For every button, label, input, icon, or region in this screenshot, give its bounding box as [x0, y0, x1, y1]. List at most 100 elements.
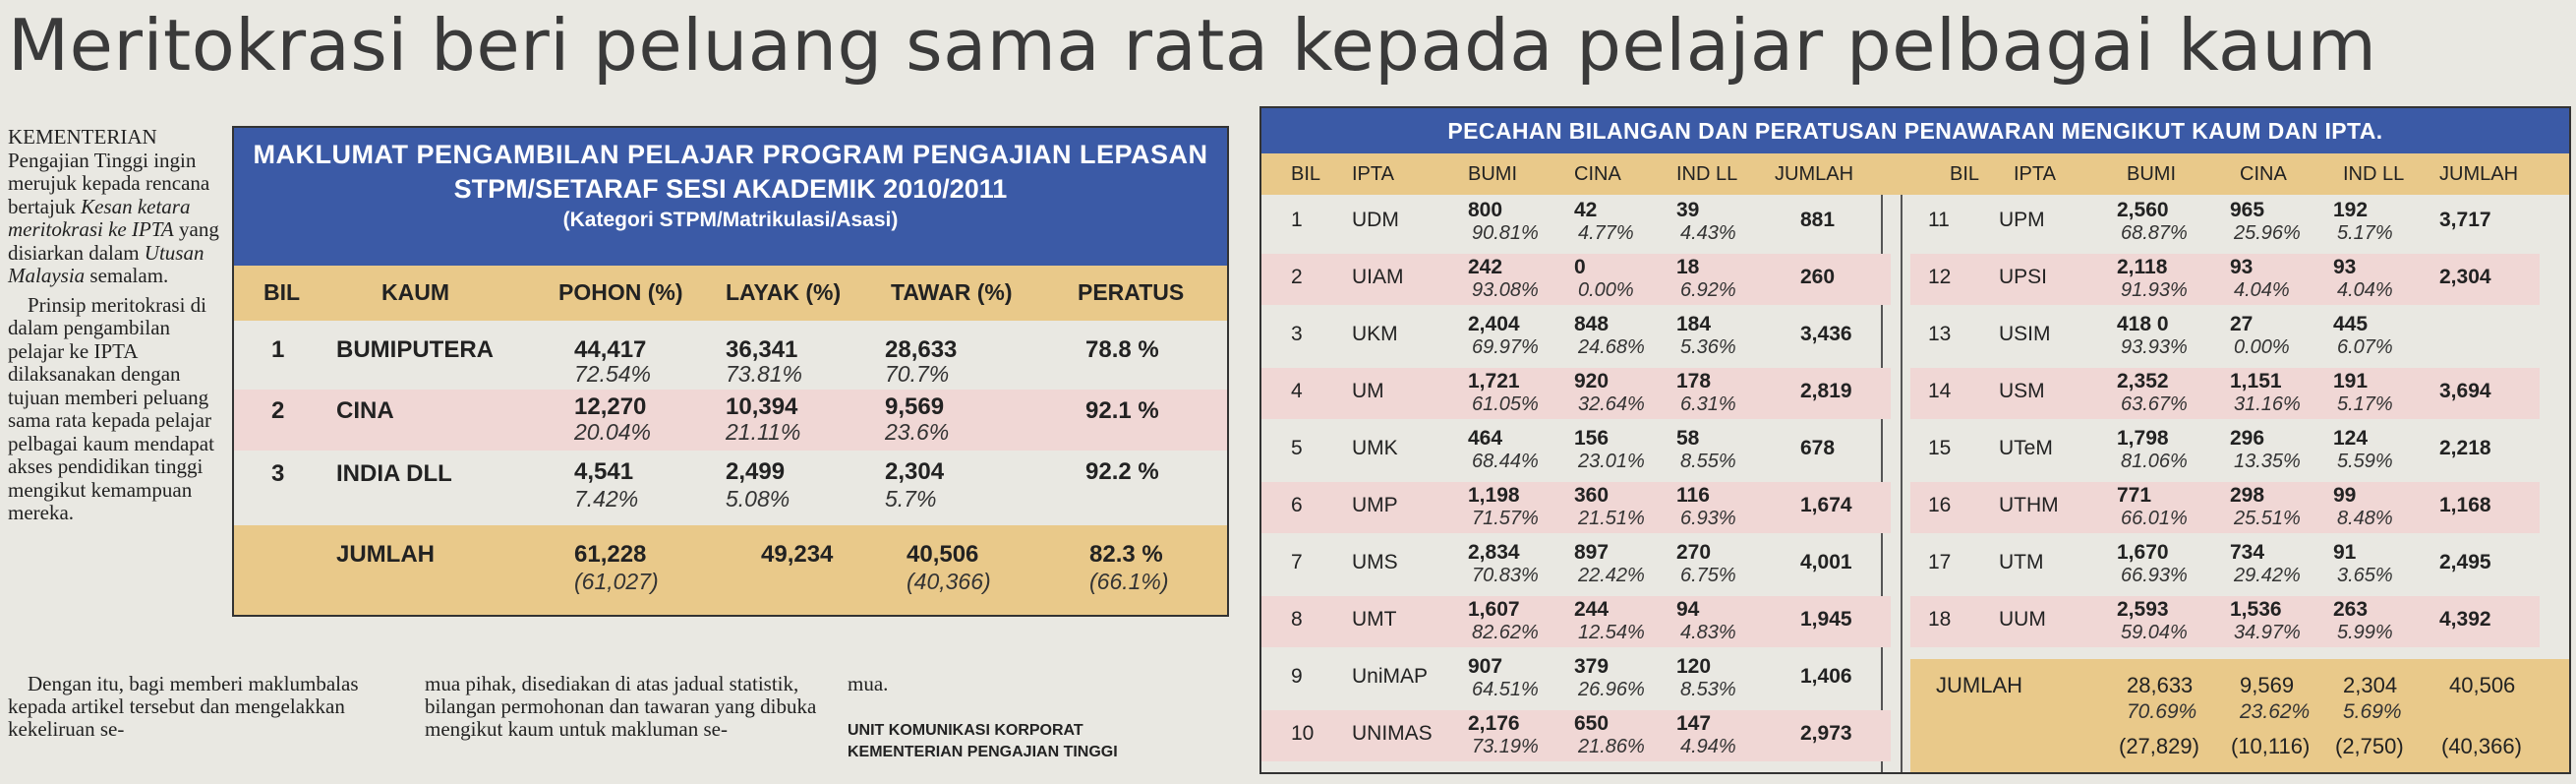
row-jumlah: 4,392 — [2439, 608, 2491, 631]
table-row: 3 INDIA DLL 4,541 7.42% 2,499 5.08% 2,30… — [234, 452, 1227, 517]
table-row: 13 USIM 418 0 27 445 93.93% 0.00% 6.07% — [1910, 311, 2540, 362]
row-cina-pct: 26.96% — [1578, 679, 1645, 700]
row-bumi-pct: 93.93% — [2121, 336, 2188, 358]
row-ind-pct: 4.43% — [1680, 222, 1736, 244]
row-bumi: 1,607 — [1468, 598, 1520, 621]
row-bumi-pct: 59.04% — [2121, 622, 2188, 643]
row-ind-pct: 5.59% — [2337, 451, 2393, 472]
row-ind-pct: 5.99% — [2337, 622, 2393, 643]
row-peratus: 78.8 % — [1085, 336, 1159, 363]
header-kaum: KAUM — [381, 279, 449, 305]
row-ind-pct: 6.75% — [1680, 565, 1736, 586]
row-bumi-pct: 69.97% — [1472, 336, 1539, 358]
row-tawar: 9,569 — [885, 393, 945, 420]
row-cina: 1,151 — [2230, 370, 2282, 392]
row-layak-pct: 73.81% — [726, 361, 803, 387]
row-bumi: 418 0 — [2117, 313, 2169, 335]
table-row: 10 UNIMAS 2,176 650 147 2,973 73.19% 21.86% 4.94… — [1261, 710, 1891, 761]
row-ind: 93 — [2333, 256, 2357, 278]
row-cina-pct: 25.51% — [2234, 508, 2301, 529]
header-cina-right: CINA — [2240, 163, 2287, 185]
row-bumi-pct: 71.57% — [1472, 508, 1539, 529]
row-bumi-pct: 73.19% — [1472, 736, 1539, 757]
row-ind-pct: 5.36% — [1680, 336, 1736, 358]
row-ind: 178 — [1676, 370, 1712, 392]
row-cina-pct: 29.42% — [2234, 565, 2301, 586]
header-jumlah-right: JUMLAH — [2439, 163, 2519, 185]
row-jumlah: 678 — [1800, 437, 1836, 459]
row-jumlah: 3,436 — [1800, 323, 1852, 345]
header-ipta-left: IPTA — [1352, 163, 1394, 185]
row-ind-pct: 6.31% — [1680, 393, 1736, 415]
header-ind-right: IND LL — [2343, 163, 2405, 185]
total-jumlah-sub: (40,366) — [2441, 734, 2522, 758]
row-bil: 15 — [1928, 437, 1952, 459]
row-ind: 116 — [1676, 484, 1710, 507]
row-ipta: UMP — [1352, 494, 1398, 516]
row-pohon-pct: 20.04% — [574, 419, 652, 445]
row-bumi: 1,670 — [2117, 541, 2169, 564]
row-bumi-pct: 68.44% — [1472, 451, 1539, 472]
row-bumi: 464 — [1468, 427, 1503, 450]
row-ind: 263 — [2333, 598, 2369, 621]
row-ipta: UDM — [1352, 209, 1399, 231]
row-ind-pct: 4.83% — [1680, 622, 1736, 643]
row-bil: 4 — [1291, 380, 1303, 402]
header-tawar: TAWAR (%) — [891, 279, 1013, 305]
table-row: 18 UUM 2,593 1,536 263 4,392 59.04% 34.97% 5.99% — [1910, 596, 2540, 647]
table-row: 2 UIAM 242 0 18 260 93.08% 0.00% 6.92% — [1261, 254, 1891, 305]
table-row: 4 UM 1,721 920 178 2,819 61.05% 32.64% 6.31% — [1261, 368, 1891, 419]
ipta-breakdown-table: PECAHAN BILANGAN DAN PERATUSAN PENAWARAN… — [1259, 106, 2571, 774]
table-row: 7 UMS 2,834 897 270 4,001 70.83% 22.42% 6.75% — [1261, 539, 1891, 590]
row-ind-pct: 6.92% — [1680, 279, 1736, 301]
row-ind: 147 — [1676, 712, 1712, 735]
row-cina-pct: 21.51% — [1578, 508, 1645, 529]
row-cina: 296 — [2230, 427, 2265, 450]
table-row: 17 UTM 1,670 734 91 2,495 66.93% 29.42% 3.65% — [1910, 539, 2540, 590]
row-pohon-pct: 7.42% — [574, 486, 639, 512]
row-cina-pct: 22.42% — [1578, 565, 1645, 586]
header-bil-right: BIL — [1950, 163, 1980, 185]
row-ipta: UMK — [1352, 437, 1398, 459]
row-cina: 1,536 — [2230, 598, 2282, 621]
row-cina: 965 — [2230, 199, 2265, 221]
headline: Meritokrasi beri peluang sama rata kepad… — [8, 4, 2377, 87]
table-row: 1 BUMIPUTERA 44,417 72.54% 36,341 73.81%… — [234, 329, 1227, 388]
article-paragraph-2: Prinsip meritokrasi di dalam pengambilan… — [8, 292, 214, 524]
article-paragraph-3-col3: mua. — [848, 672, 889, 695]
row-bil: 3 — [271, 460, 285, 487]
row-jumlah: 2,304 — [2439, 266, 2491, 288]
row-bumi: 800 — [1468, 199, 1503, 221]
row-bil: 10 — [1291, 722, 1315, 745]
row-ind-pct: 3.65% — [2337, 565, 2393, 586]
header-bil-left: BIL — [1291, 163, 1321, 185]
row-bil: 13 — [1928, 323, 1952, 345]
row-ipta: UMT — [1352, 608, 1397, 631]
row-cina-pct: 12.54% — [1578, 622, 1645, 643]
row-bumi-pct: 70.83% — [1472, 565, 1539, 586]
title-line-1: MAKLUMAT PENGAMBILAN PELAJAR PROGRAM PEN… — [253, 140, 1208, 169]
article-column-left: KEMENTERIAN Pengajian Tinggi ingin meruj… — [8, 125, 224, 531]
row-layak-pct: 5.08% — [726, 486, 790, 512]
row-bil: 1 — [271, 336, 285, 363]
header-cina-left: CINA — [1574, 163, 1621, 185]
row-jumlah: 1,168 — [2439, 494, 2491, 516]
row-peratus: 92.1 % — [1085, 397, 1159, 424]
row-ind: 18 — [1676, 256, 1700, 278]
row-bumi-pct: 68.87% — [2121, 222, 2188, 244]
row-cina: 298 — [2230, 484, 2265, 507]
row-cina: 360 — [1574, 484, 1610, 507]
row-ipta: UPSI — [1999, 266, 2048, 288]
ipta-table-header: BIL IPTA BUMI CINA IND LL JUMLAH BIL IPT… — [1261, 153, 2569, 195]
row-bumi: 2,404 — [1468, 313, 1520, 335]
article-p1-b: yang disiarkan dalam — [8, 217, 219, 265]
row-ind-pct: 5.17% — [2337, 393, 2393, 415]
row-bumi: 242 — [1468, 256, 1503, 278]
total-tawar: 40,506 — [907, 541, 979, 568]
row-ipta: UTeM — [1999, 437, 2053, 459]
row-ipta: UNIMAS — [1352, 722, 1433, 745]
row-ipta: UKM — [1352, 323, 1398, 345]
credit-line-1: UNIT KOMUNIKASI KORPORAT — [848, 722, 1083, 739]
row-bil: 7 — [1291, 551, 1303, 573]
header-bumi-left: BUMI — [1468, 163, 1517, 185]
